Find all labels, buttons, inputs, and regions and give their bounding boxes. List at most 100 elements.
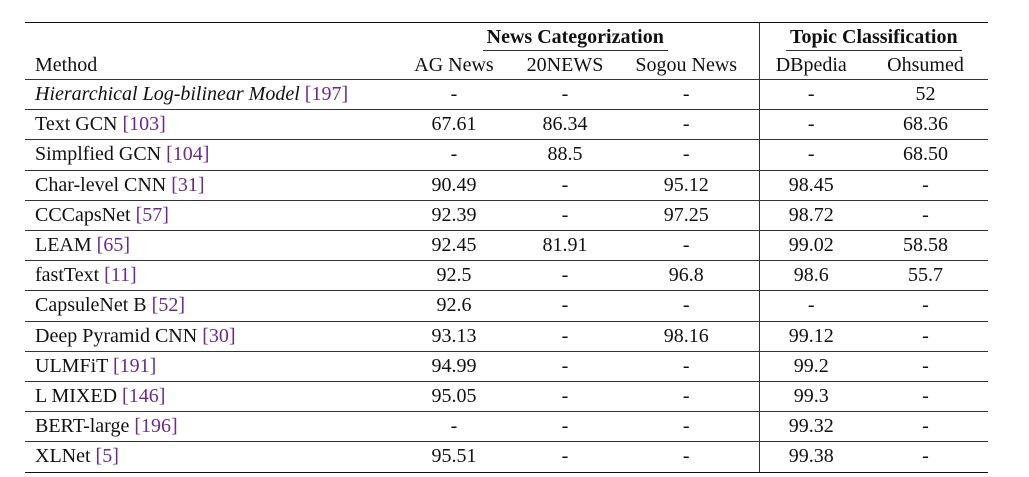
- value-cell: 98.45: [758, 169, 864, 201]
- value-cell: -: [863, 441, 989, 473]
- value-cell: -: [561, 83, 569, 105]
- table-row: BERT-large [196] - - -99.32-: [25, 411, 989, 442]
- citation: [11]: [104, 264, 137, 287]
- value-cell: 92.45: [392, 230, 516, 261]
- value-cell: -: [863, 381, 989, 412]
- value-cell: -: [863, 320, 989, 352]
- value-cell: -: [516, 350, 614, 382]
- empty-cell: [25, 22, 392, 51]
- method-cell: fastText [11]: [25, 260, 392, 291]
- citation: [30]: [202, 324, 236, 347]
- method-cell: Char-level CNN [31]: [25, 169, 392, 201]
- table-row: LEAM [65] 92.45 81.91-99.02 58.58: [25, 230, 989, 261]
- value-cell: 92.5: [392, 260, 516, 291]
- group-header: News Categorization: [392, 22, 760, 51]
- method-name: Hierarchical Log-bilinear Model: [35, 83, 300, 105]
- table-row: Char-level CNN [31] 90.49-95.12 98.45-: [25, 169, 989, 201]
- value-cell: 95.05: [392, 381, 516, 412]
- value-cell: -: [863, 350, 989, 382]
- column-header: Method: [25, 51, 392, 80]
- value-cell: -: [516, 320, 614, 352]
- value-cell: 94.99: [392, 350, 516, 382]
- column-header: AG News: [392, 51, 516, 80]
- method-cell: Hierarchical Log-bilinear Model [197]: [25, 80, 392, 110]
- method-cell: LEAM [65]: [25, 230, 392, 261]
- method-name: CCCapsNet: [35, 203, 131, 226]
- method-name: LEAM: [35, 234, 92, 257]
- value-cell: -: [516, 441, 614, 473]
- value-cell: 98.72: [758, 199, 864, 231]
- value-cell: 68.50: [863, 139, 989, 171]
- table-row: CapsuleNet B [52] 92.6- - - -: [25, 290, 989, 322]
- table-row: CCCapsNet [57] 92.39-97.25 98.72-: [25, 199, 989, 231]
- value-cell: -: [614, 350, 760, 382]
- method-name: ULMFiT: [35, 354, 108, 377]
- group-header: Topic Classification: [758, 22, 989, 51]
- value-cell: -: [614, 381, 760, 412]
- value-cell: 95.12: [614, 169, 760, 201]
- group-label: Topic Classification: [785, 24, 962, 51]
- value-cell: -: [614, 441, 760, 473]
- value-cell: -: [614, 139, 760, 171]
- method-name: BERT-large: [35, 415, 130, 438]
- value-cell: -: [614, 230, 760, 261]
- table-row: Text GCN [103] 67.61 86.34- -68.36: [25, 109, 989, 140]
- value-cell: 99.12: [758, 320, 864, 352]
- value-cell: 98.6: [758, 260, 864, 291]
- method-name: CapsuleNet B: [35, 294, 147, 317]
- method-cell: CCCapsNet [57]: [25, 199, 392, 231]
- table-row: Deep Pyramid CNN [30] 93.13-98.16 99.12-: [25, 320, 989, 352]
- value-cell: -: [863, 411, 989, 442]
- value-cell: 88.5: [516, 139, 614, 171]
- method-cell: ULMFiT [191]: [25, 350, 392, 382]
- table-head: News Categorization Topic Classification …: [25, 22, 989, 80]
- citation: [196]: [134, 415, 178, 438]
- column-header: DBpedia: [758, 51, 864, 80]
- value-cell: -: [516, 381, 614, 412]
- value-cell: 99.2: [758, 350, 864, 382]
- value-cell: 68.36: [863, 109, 989, 140]
- value-cell: 99.32: [758, 411, 864, 442]
- column-header: Ohsumed: [863, 51, 989, 80]
- group-header-row: News Categorization Topic Classification: [25, 22, 989, 51]
- method-cell: Deep Pyramid CNN [30]: [25, 320, 392, 352]
- value-cell: 81.91: [516, 230, 614, 261]
- value-cell: -: [516, 411, 614, 442]
- column-header: 20NEWS: [516, 51, 614, 80]
- value-cell: -: [516, 260, 614, 291]
- value-cell: -: [392, 139, 516, 171]
- column-header-row: Method AG News 20NEWS Sogou News DBpedia Ohsu…: [25, 51, 989, 80]
- method-cell: CapsuleNet B [52]: [25, 290, 392, 322]
- value-cell: -: [450, 83, 458, 105]
- citation: [57]: [135, 203, 169, 226]
- value-cell: 95.51: [392, 441, 516, 473]
- value-cell: -: [758, 79, 864, 110]
- value-cell: 93.13: [392, 320, 516, 352]
- value-cell: 99.02: [758, 230, 864, 261]
- method-name: XLNet: [35, 445, 91, 468]
- method-name: Simplfied GCN: [35, 143, 162, 166]
- table-row: Hierarchical Log-bilinear Model [197] - - -…: [25, 79, 988, 110]
- citation: [103]: [122, 113, 166, 136]
- value-cell: -: [682, 83, 690, 105]
- method-name: Deep Pyramid CNN: [35, 324, 198, 347]
- value-cell: -: [758, 139, 864, 171]
- citation: [31]: [171, 173, 205, 196]
- citation: [104]: [166, 143, 210, 166]
- method-cell: Text GCN [103]: [25, 109, 392, 140]
- value-cell: 55.7: [863, 260, 989, 291]
- value-cell: -: [614, 290, 760, 322]
- value-cell: 99.38: [758, 441, 864, 473]
- value-cell: 92.39: [392, 199, 516, 231]
- value-cell: -: [516, 169, 614, 201]
- table-body: Hierarchical Log-bilinear Model [197] - - -…: [25, 79, 989, 473]
- value-cell: 92.6: [392, 290, 516, 322]
- group-label: News Categorization: [482, 24, 668, 51]
- citation: [197]: [304, 83, 349, 105]
- value-cell: -: [614, 109, 760, 140]
- value-cell: -: [758, 290, 864, 322]
- value-cell: 99.3: [758, 381, 864, 412]
- method-cell: XLNet [5]: [25, 441, 392, 473]
